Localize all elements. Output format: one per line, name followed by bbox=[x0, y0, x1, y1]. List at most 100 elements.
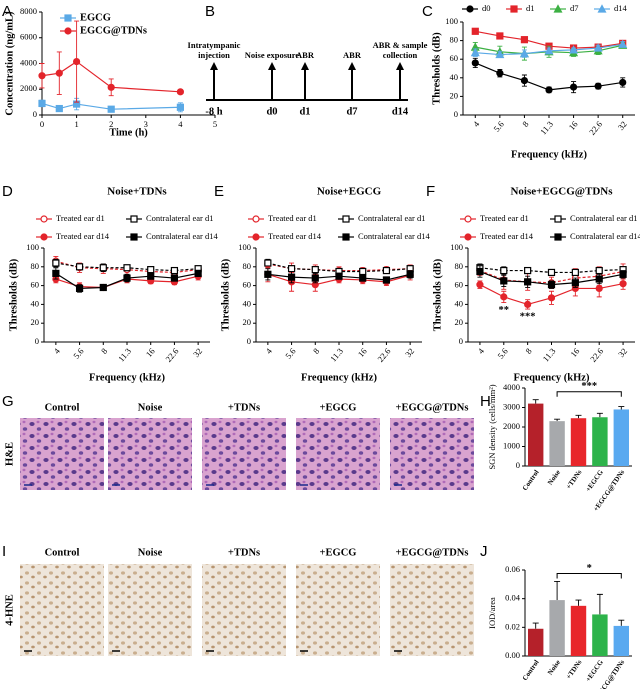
x-tick-label: 1 bbox=[74, 119, 78, 129]
column-label: Control bbox=[45, 402, 80, 413]
panel-letter: C bbox=[422, 3, 433, 20]
y-tick-label: 40 bbox=[450, 72, 459, 82]
timeline-label: ABR & sample collection bbox=[372, 40, 428, 60]
y-tick-label: 4000 bbox=[503, 382, 520, 392]
x-tick-label: 16 bbox=[568, 346, 581, 359]
chart-title: Noise+EGCG bbox=[317, 186, 382, 198]
x-tick-label: +EGCG bbox=[584, 468, 605, 493]
panel-letter: A bbox=[2, 3, 12, 20]
panel-letter: H bbox=[480, 393, 491, 410]
y-axis-label: SGN density (cells/mm²) bbox=[487, 384, 497, 469]
data-point bbox=[311, 266, 319, 274]
bar bbox=[549, 421, 565, 466]
data-point bbox=[500, 266, 508, 275]
data-point bbox=[520, 76, 529, 85]
y-tick-label: 1000 bbox=[503, 440, 520, 450]
timeline-label: ABR bbox=[343, 50, 361, 60]
data-point bbox=[382, 266, 391, 275]
data-point bbox=[147, 272, 155, 280]
legend-marker bbox=[130, 215, 138, 223]
data-point bbox=[470, 47, 480, 57]
x-tick-label: 32 bbox=[403, 346, 416, 359]
histology-image bbox=[20, 418, 104, 490]
x-tick-label: 4 bbox=[471, 119, 482, 129]
data-point bbox=[311, 274, 319, 282]
y-tick-label: 0.04 bbox=[505, 593, 521, 603]
data-point bbox=[545, 86, 553, 94]
legend-label: d0 bbox=[482, 3, 491, 13]
x-tick-label: 32 bbox=[616, 119, 629, 132]
timeline-time: d7 bbox=[346, 106, 357, 117]
x-axis-label: Frequency (kHz) bbox=[89, 372, 165, 383]
error-bar bbox=[554, 418, 561, 422]
error-bar bbox=[532, 622, 539, 629]
significance-label: * bbox=[587, 563, 592, 574]
data-point bbox=[176, 88, 184, 96]
y-tick-label: 40 bbox=[31, 298, 40, 308]
error-bar bbox=[596, 412, 603, 418]
data-point bbox=[38, 72, 46, 80]
column-label: +TDNs bbox=[228, 547, 260, 558]
x-tick-label: 4 bbox=[51, 346, 62, 356]
data-point bbox=[287, 273, 296, 281]
x-tick-label: 32 bbox=[191, 346, 204, 359]
histology-image bbox=[202, 418, 286, 490]
data-point bbox=[264, 259, 272, 267]
x-tick-label: 22.6 bbox=[375, 346, 392, 364]
y-tick-label: 40 bbox=[455, 298, 464, 308]
x-tick-label: 5.6 bbox=[71, 346, 85, 361]
data-point bbox=[107, 105, 115, 113]
timeline-time: d1 bbox=[299, 106, 310, 117]
panel-letter: I bbox=[2, 543, 6, 560]
y-axis-label: Concentration (ng/mL) bbox=[4, 11, 15, 116]
x-tick-label: Control bbox=[521, 658, 541, 682]
x-tick-label: 11.3 bbox=[328, 346, 345, 364]
y-tick-label: 3000 bbox=[503, 401, 520, 411]
bar bbox=[592, 614, 608, 656]
y-tick-label: 40 bbox=[243, 298, 252, 308]
x-tick-label: +EGCG bbox=[584, 658, 605, 683]
x-tick-label: 16 bbox=[356, 346, 369, 359]
histology-image bbox=[390, 564, 474, 656]
data-point bbox=[335, 272, 343, 280]
y-tick-label: 8000 bbox=[20, 6, 37, 16]
data-point bbox=[519, 48, 529, 58]
data-point bbox=[107, 83, 115, 91]
data-point bbox=[571, 279, 579, 287]
data-point bbox=[170, 266, 179, 275]
data-point bbox=[287, 265, 296, 273]
x-tick-label: Noise bbox=[546, 468, 562, 486]
x-tick-label: 8 bbox=[523, 346, 533, 356]
legend-label: Treated ear d1 bbox=[480, 213, 529, 223]
y-tick-label: 80 bbox=[455, 261, 464, 271]
y-tick-label: 0 bbox=[516, 460, 520, 470]
y-tick-label: 0 bbox=[247, 336, 251, 346]
y-tick-label: 20 bbox=[31, 317, 40, 327]
histology-image bbox=[202, 564, 286, 656]
legend-label: Contralateral ear d14 bbox=[570, 231, 640, 241]
legend-marker bbox=[553, 4, 563, 13]
x-tick-label: 11.3 bbox=[116, 346, 133, 364]
y-tick-label: 20 bbox=[243, 317, 252, 327]
legend-label: d1 bbox=[526, 3, 535, 13]
x-tick-label: 0 bbox=[40, 119, 44, 129]
data-point bbox=[619, 270, 627, 278]
data-point bbox=[72, 57, 81, 66]
y-tick-label: 0 bbox=[459, 336, 463, 346]
x-tick-label: 5 bbox=[213, 119, 217, 129]
bar bbox=[613, 625, 630, 656]
data-point bbox=[524, 278, 532, 286]
data-point bbox=[569, 83, 578, 91]
column-label: Noise bbox=[138, 402, 163, 413]
histology-image bbox=[390, 418, 474, 490]
legend-label: Contralateral ear d1 bbox=[358, 213, 426, 223]
column-label: +TDNs bbox=[228, 402, 260, 413]
y-tick-label: 6000 bbox=[20, 32, 37, 42]
y-tick-label: 20 bbox=[455, 317, 464, 327]
data-point bbox=[38, 99, 46, 108]
data-point bbox=[170, 274, 179, 282]
x-tick-label: 11.3 bbox=[538, 119, 555, 137]
x-tick-label: 16 bbox=[144, 346, 157, 359]
x-tick-label: Control bbox=[521, 468, 541, 492]
legend-label: Treated ear d14 bbox=[56, 231, 110, 241]
